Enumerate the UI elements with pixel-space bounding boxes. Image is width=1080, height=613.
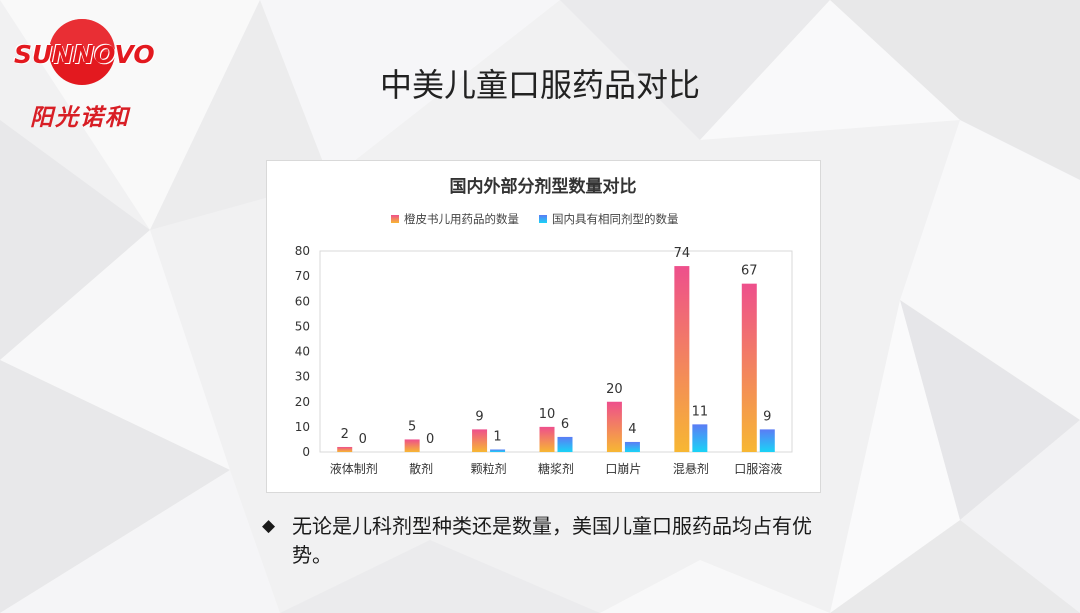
bar-series-1 (539, 426, 555, 452)
bullet-point: ◆ 无论是儿科剂型种类还是数量，美国儿童口服药品均占有优势。 (262, 512, 822, 570)
bar-series-2 (557, 436, 573, 452)
chart-legend: 橙皮书儿用药品的数量 国内具有相同剂型的数量 (391, 212, 679, 226)
data-label-series-1: 74 (674, 246, 691, 261)
data-label-series-2: 11 (692, 404, 709, 419)
x-tick-label: 散剂 (409, 461, 433, 476)
chart-panel: 国内外部分剂型数量对比 橙皮书儿用药品的数量 国内具有相同剂型的数量 0 10 20… (266, 160, 821, 493)
company-logo: SUNNOVO 阳光诺和 (10, 10, 160, 135)
x-tick-label: 糖浆剂 (538, 461, 574, 476)
plot-frame (319, 250, 793, 453)
data-label-series-2: 6 (561, 417, 569, 432)
bar-series-1 (404, 439, 420, 452)
logo-red-circle (49, 19, 115, 85)
y-tick-label: 20 (295, 395, 310, 409)
bar-series-2 (490, 449, 506, 452)
data-label-series-2: 1 (493, 429, 501, 444)
data-label-series-1: 2 (341, 427, 349, 442)
data-label-series-1: 9 (475, 409, 483, 424)
y-tick-label: 10 (295, 420, 310, 434)
bullet-text: 无论是儿科剂型种类还是数量，美国儿童口服药品均占有优势。 (292, 514, 812, 567)
bar-series-2 (759, 429, 775, 452)
x-tick-label: 混悬剂 (673, 461, 709, 476)
data-label-series-2: 0 (359, 432, 367, 447)
x-tick-label: 颗粒剂 (471, 461, 507, 476)
data-label-series-2: 4 (628, 422, 636, 437)
legend-label-series-2: 国内具有相同剂型的数量 (552, 212, 679, 226)
y-tick-label: 60 (295, 294, 310, 308)
x-tick-label: 液体制剂 (330, 461, 378, 476)
legend-label-series-1: 橙皮书儿用药品的数量 (404, 212, 519, 226)
bar-series-1 (472, 429, 488, 452)
logo-chinese-name: 阳光诺和 (30, 104, 130, 131)
y-tick-label: 0 (302, 445, 310, 459)
x-tick-label: 口服溶液 (734, 461, 782, 476)
y-tick-label: 30 (295, 370, 310, 384)
data-label-series-2: 0 (426, 432, 434, 447)
bar-series-1 (337, 446, 353, 452)
bar-series-2 (624, 441, 640, 452)
legend-swatch-series-1 (391, 215, 399, 223)
bar-series-1 (741, 283, 757, 452)
y-tick-label: 70 (295, 269, 310, 283)
y-tick-label: 80 (295, 244, 310, 258)
bar-series-1 (606, 401, 622, 452)
chart-title: 国内外部分剂型数量对比 (450, 176, 637, 197)
data-label-series-1: 10 (539, 407, 556, 422)
data-label-series-1: 5 (408, 419, 416, 434)
y-tick-label: 50 (295, 319, 310, 333)
data-label-series-1: 20 (606, 382, 623, 397)
data-label-series-1: 67 (741, 264, 758, 279)
y-tick-label: 40 (295, 345, 310, 359)
diamond-icon: ◆ (262, 516, 276, 536)
bar-chart: 国内外部分剂型数量对比 橙皮书儿用药品的数量 国内具有相同剂型的数量 01020… (295, 176, 793, 476)
legend-swatch-series-2 (539, 215, 547, 223)
data-label-series-2: 9 (763, 409, 771, 424)
logo-wordmark: SUNNOVO (14, 40, 155, 69)
x-tick-label: 口崩片 (605, 462, 641, 476)
slide-title: 中美儿童口服药品对比 (379, 66, 700, 104)
bar-series-1 (674, 266, 690, 452)
bar-series-2 (692, 424, 708, 452)
